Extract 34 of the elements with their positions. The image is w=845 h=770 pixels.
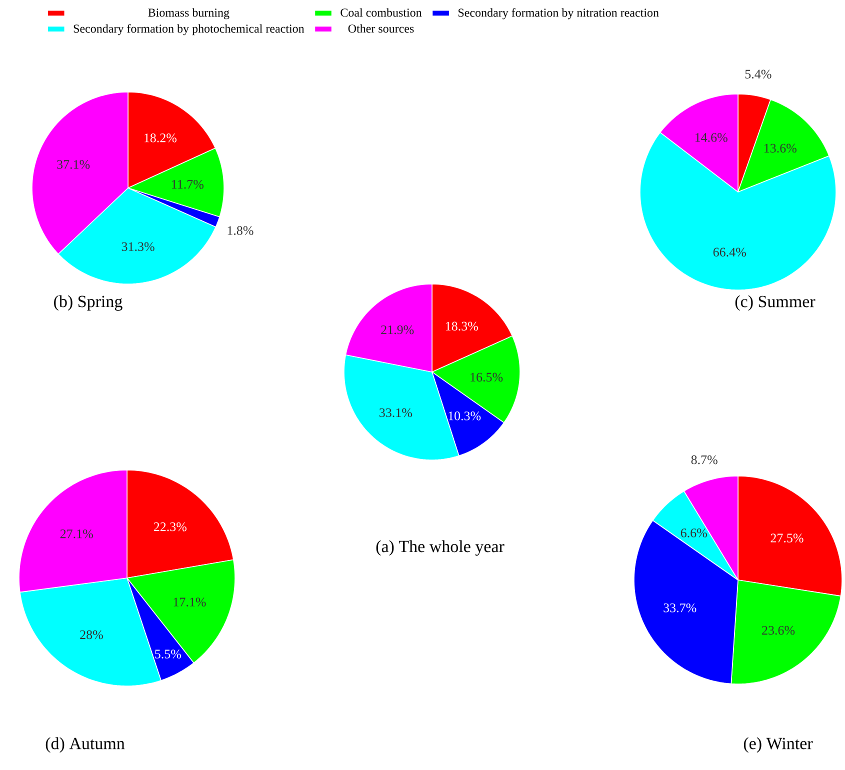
data-label: 5.5% <box>155 650 182 658</box>
text: (e) Winter <box>744 737 813 753</box>
text: (c) Summer <box>735 295 816 311</box>
data-label: 33.1% <box>380 408 412 418</box>
data-label: 21.9% <box>381 325 414 334</box>
data-label: 66.4% <box>713 248 746 257</box>
text: (a) The whole year <box>376 540 504 556</box>
data-label: 33.7% <box>664 603 696 612</box>
legend-label: Coal combustion <box>340 8 422 17</box>
slice-label: Biomass burning <box>148 8 230 20</box>
legend-label: Other sources <box>348 24 414 33</box>
data-label: 27.5% <box>770 534 804 542</box>
text: (d) Autumn <box>46 737 125 753</box>
legend-label: Secondary formation by photochemical reaction <box>74 24 304 36</box>
data-label: 11.7% <box>172 180 204 189</box>
data-label: 6.6% <box>680 528 707 538</box>
data-label: 10.3% <box>448 412 481 420</box>
legend-label: Secondary formation by nitration reaction <box>458 8 659 20</box>
data-label: 37.1% <box>57 160 90 169</box>
data-label: 28% <box>80 630 103 640</box>
data-label: 22.3% <box>154 522 187 532</box>
data-label: 14.6% <box>695 133 728 142</box>
data-label: 23.6% <box>762 626 795 635</box>
data-label: 17.1% <box>174 598 206 606</box>
text: (b) Spring <box>54 295 122 311</box>
data-label: 27.1% <box>60 529 93 538</box>
data-label: 18.3% <box>446 322 478 331</box>
data-label: 16.5% <box>470 372 503 382</box>
data-label: 5.4% <box>745 70 772 79</box>
data-label: 13.6% <box>764 144 796 153</box>
data-label: 31.3% <box>122 242 154 252</box>
data-label: 1.8% <box>228 226 254 235</box>
data-label: 8.7% <box>691 455 718 464</box>
data-label: 18.2% <box>144 134 177 142</box>
